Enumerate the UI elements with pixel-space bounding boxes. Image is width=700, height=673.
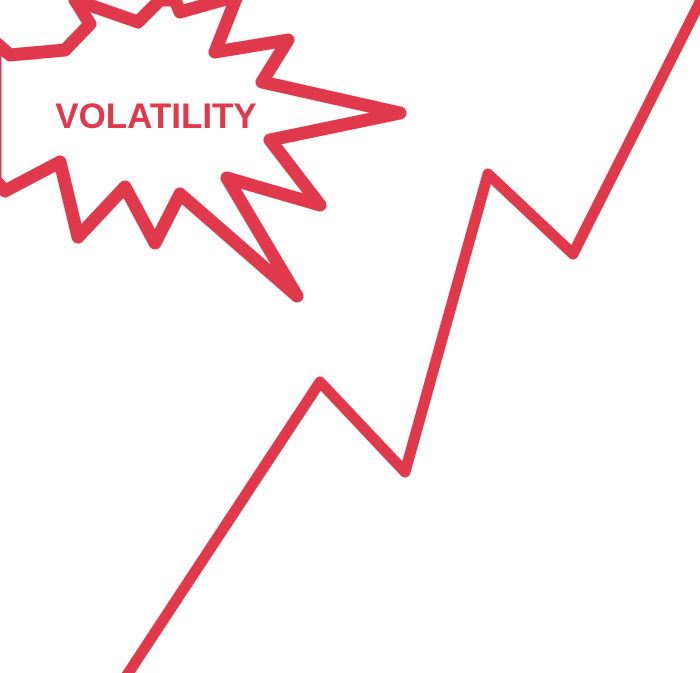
zigzag-trend-line xyxy=(121,0,700,673)
starburst-icon xyxy=(0,0,407,303)
burst-label: VOLATILITY xyxy=(55,97,257,136)
